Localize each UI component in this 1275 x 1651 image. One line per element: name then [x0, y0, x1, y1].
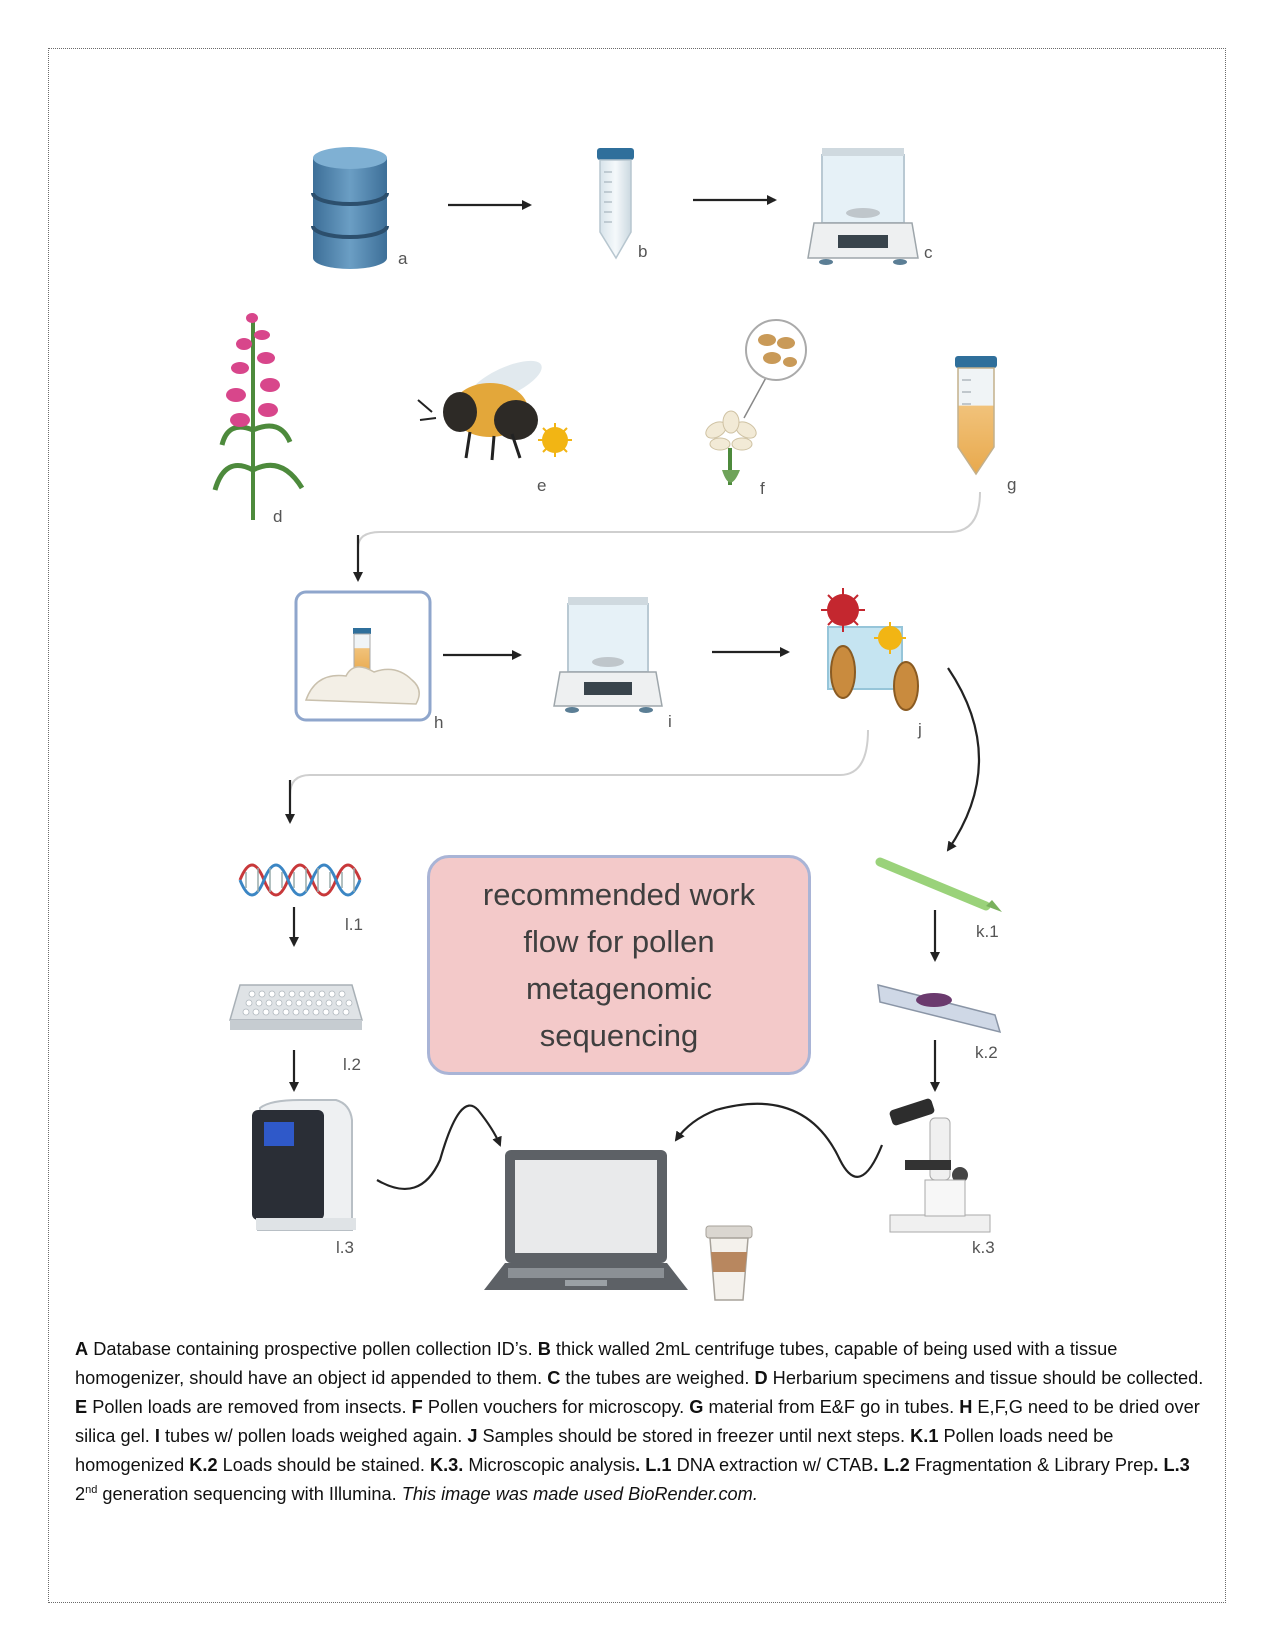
- stained-slide-icon: [877, 984, 1002, 1034]
- label-g: g: [1007, 475, 1016, 494]
- label-l1: l.1: [345, 915, 363, 934]
- label-h: h: [434, 713, 443, 732]
- caption-key-f: F: [411, 1397, 423, 1417]
- caption-key-k2: K.2: [189, 1455, 218, 1475]
- caption-text-c: the tubes are weighed.: [560, 1368, 755, 1388]
- caption-key-a: A: [75, 1339, 89, 1359]
- centrifuge-tube-icon: [597, 148, 634, 260]
- caption-text-e: Pollen loads are removed from insects.: [87, 1397, 412, 1417]
- caption-text-h: E,F,G need to be dried over silica gel.: [75, 1397, 1200, 1446]
- connector-g-h: [357, 491, 981, 549]
- caption-key-h: H: [959, 1397, 973, 1417]
- workflow-title: recommended work flow for pollen metagen…: [482, 877, 756, 1053]
- microscope-icon: [889, 1098, 991, 1233]
- label-l3: l.3: [336, 1238, 354, 1257]
- caption-credit: This image was made used BioRender.com.: [401, 1484, 758, 1504]
- connector-j-l: [289, 729, 869, 796]
- database-icon: [311, 147, 389, 269]
- label-a: a: [398, 249, 408, 268]
- caption-text-a: Database containing prospective pollen c…: [88, 1339, 538, 1359]
- label-j: j: [917, 720, 922, 739]
- caption-text-l1: DNA extraction w/ CTAB: [671, 1455, 874, 1475]
- label-d: d: [273, 507, 282, 526]
- caption-key-k3: K.3.: [429, 1455, 464, 1475]
- label-f: f: [760, 479, 765, 498]
- caption-dot-1: .: [635, 1455, 646, 1475]
- caption-dot-2: .: [873, 1455, 884, 1475]
- caption-text-f: Pollen vouchers for microscopy.: [422, 1397, 690, 1417]
- arrow-l3-laptop: [376, 1104, 502, 1190]
- caption-key-j: J: [467, 1426, 478, 1446]
- workflow-diagram: a b c d: [212, 147, 1016, 1301]
- pollen-voucher-flower-icon: [705, 319, 807, 485]
- caption-key-i: I: [154, 1426, 160, 1446]
- caption-key-l1: L.1: [645, 1455, 672, 1475]
- caption-dot-3: .: [1153, 1455, 1164, 1475]
- bumblebee-icon: [417, 360, 572, 461]
- caption-key-e: E: [75, 1397, 88, 1417]
- well-plate-icon: [229, 984, 363, 1030]
- caption-text-j: Samples should be stored in freezer unti…: [477, 1426, 911, 1446]
- label-i: i: [668, 712, 672, 731]
- silica-gel-drying-icon: [294, 590, 432, 722]
- caption-text-d: Herbarium specimens and tissue should be…: [767, 1368, 1204, 1388]
- caption-text-b: thick walled 2mL centrifuge tubes, capab…: [75, 1339, 1118, 1388]
- caption-key-l3: L.3: [1163, 1455, 1190, 1475]
- label-b: b: [638, 242, 647, 261]
- pollen-tube-icon: [955, 356, 997, 476]
- coffee-cup-icon: [705, 1225, 753, 1301]
- workflow-title-box: recommended work flow for pollen metagen…: [427, 855, 811, 1075]
- caption-text-l3-pre: 2: [75, 1484, 86, 1504]
- arrow-j-k1: [946, 667, 980, 852]
- caption-text-l3-post: generation sequencing with Illumina.: [97, 1484, 402, 1504]
- caption-key-l2: L.2: [883, 1455, 910, 1475]
- homogenizer-pestle-icon: [875, 857, 1002, 912]
- flowering-plant-icon: [212, 313, 305, 520]
- label-e: e: [537, 476, 546, 495]
- caption-key-d: D: [754, 1368, 768, 1388]
- caption-superscript: nd: [85, 1483, 98, 1496]
- laptop-icon: [484, 1150, 688, 1290]
- arrow-k3-laptop: [674, 1102, 884, 1178]
- figure-caption: A Database containing prospective pollen…: [75, 1335, 1210, 1509]
- caption-text-g: material from E&F go in tubes.: [703, 1397, 960, 1417]
- freezer-storage-icon: [821, 588, 919, 711]
- analytical-balance-icon-2: [553, 597, 663, 713]
- label-k1: k.1: [976, 922, 999, 941]
- label-c: c: [924, 243, 933, 262]
- dna-helix-icon: [238, 863, 362, 897]
- label-k3: k.3: [972, 1238, 995, 1257]
- analytical-balance-icon: [807, 148, 919, 265]
- caption-key-b: B: [537, 1339, 551, 1359]
- caption-text-k2: Loads should be stained.: [217, 1455, 430, 1475]
- figure-frame: [48, 48, 1226, 1603]
- caption-text-k3: Microscopic analysis: [463, 1455, 636, 1475]
- caption-text-k1: Pollen loads need be homogenized: [75, 1426, 1114, 1475]
- caption-text-l2: Fragmentation & Library Prep: [909, 1455, 1154, 1475]
- label-k2: k.2: [975, 1043, 998, 1062]
- caption-key-c: C: [547, 1368, 561, 1388]
- caption-key-k1: K.1: [910, 1426, 939, 1446]
- caption-key-g: G: [689, 1397, 704, 1417]
- sequencer-icon: [252, 1099, 356, 1231]
- label-l2: l.2: [343, 1055, 361, 1074]
- caption-text-i: tubes w/ pollen loads weighed again.: [159, 1426, 468, 1446]
